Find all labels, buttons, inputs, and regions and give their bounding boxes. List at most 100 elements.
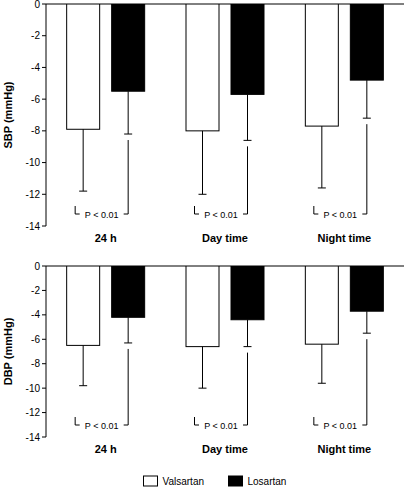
y-tick-label: -4: [31, 309, 40, 320]
bar: [350, 4, 383, 80]
y-tick-label: -4: [31, 62, 40, 73]
y-tick-label: -14: [26, 221, 41, 232]
annotation-bg: [318, 208, 362, 220]
annotation-bg: [199, 208, 243, 220]
y-tick-label: -2: [31, 30, 40, 41]
error-cap: [318, 187, 326, 188]
chart-root: 0 -2 -4 -6 -8 -10 -12 -14 SBP (mmHg) P < 0.01 24 h…: [0, 0, 407, 494]
y-tick-label: 0: [34, 0, 40, 10]
y-tick: [42, 266, 46, 267]
chart-svg: 0 -2 -4 -6 -8 -10 -12 -14 SBP (mmHg) P < 0.01 24 h…: [0, 0, 407, 494]
y-tick: [42, 437, 46, 438]
y-tick: [42, 4, 46, 5]
bar: [112, 266, 145, 317]
y-axis: [46, 266, 47, 437]
significance-bracket: [75, 349, 128, 425]
bar: [186, 4, 219, 131]
error-cap: [363, 333, 371, 334]
category-label: 24 h: [95, 232, 117, 244]
category-label: Day time: [202, 443, 248, 455]
y-tick-label: -12: [26, 189, 41, 200]
category-label: Night time: [317, 232, 371, 244]
error-bar: [366, 80, 367, 118]
bar: [186, 266, 219, 347]
significance-bracket: [314, 124, 367, 214]
error-bar: [83, 345, 84, 385]
error-cap: [363, 118, 371, 119]
category-label: Day time: [202, 232, 248, 244]
y-tick: [42, 412, 46, 413]
legend: Valsartan Losartan: [144, 476, 287, 487]
y-tick-label: -2: [31, 285, 40, 296]
y-tick-label: -8: [31, 358, 40, 369]
error-bar: [366, 311, 367, 333]
bar: [350, 266, 383, 311]
y-tick: [42, 130, 46, 131]
bar: [305, 4, 338, 126]
annotation: P < 0.01: [85, 210, 119, 220]
y-tick: [42, 226, 46, 227]
y-tick-label: -10: [26, 383, 41, 394]
error-bar: [202, 131, 203, 194]
bar: [67, 266, 100, 345]
significance-bracket: [195, 146, 248, 214]
bar: [231, 266, 264, 320]
error-cap: [79, 385, 87, 386]
y-tick: [42, 194, 46, 195]
y-tick: [42, 35, 46, 36]
annotation-bg: [318, 419, 362, 431]
y-tick: [42, 67, 46, 68]
bar: [305, 266, 338, 344]
legend-label: Losartan: [248, 476, 287, 487]
y-tick: [42, 162, 46, 163]
y-axis-label: SBP (mmHg): [2, 81, 14, 148]
panel: 0 -2 -4 -6 -8 -10 -12 -14 DBP (mmHg) P < 0.01 24 h…: [2, 261, 404, 456]
y-tick: [42, 290, 46, 291]
error-cap: [79, 191, 87, 192]
y-tick-label: -12: [26, 407, 41, 418]
error-bar: [128, 317, 129, 343]
bar: [231, 4, 264, 94]
y-tick: [42, 363, 46, 364]
legend-swatch: [229, 476, 243, 486]
error-cap: [244, 140, 252, 141]
error-bar: [247, 94, 248, 140]
category-label: 24 h: [95, 443, 117, 455]
error-bar: [321, 126, 322, 188]
error-cap: [244, 346, 252, 347]
error-bar: [321, 344, 322, 383]
error-cap: [199, 194, 207, 195]
marks: [67, 266, 384, 388]
annotation-bg: [80, 208, 124, 220]
y-tick-label: -10: [26, 157, 41, 168]
annotation: P < 0.01: [204, 421, 238, 431]
y-axis-label: DBP (mmHg): [2, 317, 14, 385]
panel: 0 -2 -4 -6 -8 -10 -12 -14 SBP (mmHg) P < 0.01 24 h…: [2, 0, 404, 244]
error-bar: [83, 129, 84, 191]
y-tick: [42, 388, 46, 389]
error-bar: [128, 91, 129, 134]
significance-bracket: [75, 140, 128, 214]
bar: [67, 4, 100, 129]
marks: [67, 4, 384, 194]
category-label: Night time: [317, 443, 371, 455]
y-tick: [42, 314, 46, 315]
error-bar: [202, 347, 203, 389]
y-tick-label: 0: [34, 261, 40, 272]
y-tick-label: -6: [31, 334, 40, 345]
y-tick: [42, 99, 46, 100]
error-cap: [318, 383, 326, 384]
annotation: P < 0.01: [324, 421, 358, 431]
legend-label: Valsartan: [163, 476, 205, 487]
error-cap: [199, 388, 207, 389]
significance-bracket: [195, 353, 248, 425]
y-tick: [42, 339, 46, 340]
y-tick-label: -14: [26, 432, 41, 443]
annotation-bg: [199, 419, 243, 431]
error-cap: [124, 342, 132, 343]
annotation: P < 0.01: [85, 421, 119, 431]
y-tick-label: -6: [31, 94, 40, 105]
y-tick-label: -8: [31, 125, 40, 136]
legend-swatch: [144, 476, 158, 486]
error-bar: [247, 320, 248, 347]
